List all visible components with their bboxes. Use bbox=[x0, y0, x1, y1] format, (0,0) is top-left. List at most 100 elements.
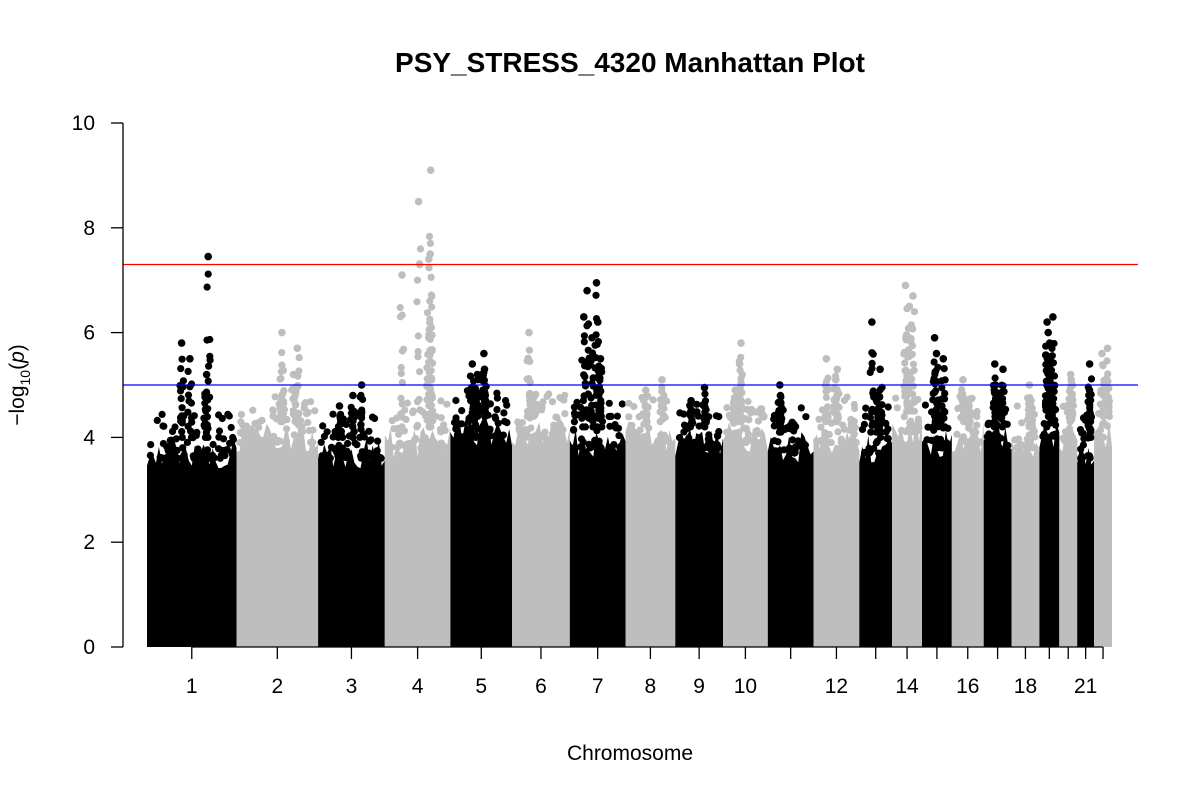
snp-point bbox=[643, 410, 651, 418]
snp-point bbox=[188, 380, 196, 388]
y-tick-label: 8 bbox=[83, 217, 95, 240]
peak-snp-point bbox=[822, 355, 831, 363]
snp-point bbox=[649, 396, 657, 404]
snp-point bbox=[471, 384, 480, 393]
chromosome-4-points bbox=[384, 166, 451, 647]
peak-snp-point bbox=[930, 334, 939, 342]
peak-snp-point bbox=[905, 302, 914, 311]
snp-point bbox=[184, 367, 192, 375]
peak-snp-point bbox=[592, 279, 601, 287]
snp-point bbox=[868, 359, 876, 367]
y-tick-label: 2 bbox=[83, 531, 95, 554]
snp-point bbox=[307, 438, 315, 446]
snp-point bbox=[866, 413, 875, 422]
snp-point bbox=[914, 415, 922, 423]
snp-point bbox=[597, 396, 605, 404]
snp-point bbox=[644, 392, 652, 400]
x-tick-label: 5 bbox=[475, 675, 487, 698]
peak-snp-point bbox=[1049, 313, 1057, 321]
snp-point bbox=[459, 433, 467, 441]
snp-point bbox=[271, 393, 279, 401]
snp-point bbox=[579, 423, 587, 431]
snp-point bbox=[189, 452, 197, 460]
snp-point bbox=[227, 423, 235, 432]
snp-point bbox=[414, 353, 422, 361]
snp-point bbox=[723, 438, 731, 446]
snp-point bbox=[613, 412, 622, 420]
snp-point bbox=[1044, 370, 1052, 378]
snp-point bbox=[1098, 386, 1106, 394]
snp-point bbox=[276, 375, 284, 383]
snp-point bbox=[179, 444, 187, 452]
snp-point bbox=[330, 445, 338, 453]
snp-point bbox=[580, 392, 588, 400]
snp-point bbox=[596, 374, 604, 382]
snp-point bbox=[869, 350, 877, 358]
snp-point bbox=[413, 276, 422, 284]
snp-point bbox=[396, 304, 404, 312]
snp-point bbox=[909, 360, 918, 368]
snp-point bbox=[538, 431, 546, 439]
snp-point bbox=[991, 400, 999, 408]
snp-point bbox=[1061, 428, 1070, 436]
snp-point bbox=[740, 424, 748, 432]
peak-snp-point bbox=[480, 365, 489, 374]
chromosome-17-points bbox=[983, 360, 1012, 647]
snp-point bbox=[153, 416, 161, 424]
snp-point bbox=[289, 407, 297, 415]
peak-snp-point bbox=[1044, 328, 1052, 337]
peak-snp-point bbox=[1045, 339, 1054, 347]
snp-point bbox=[615, 432, 623, 440]
peak-snp-point bbox=[204, 252, 212, 261]
chromosome-14-snp-band bbox=[892, 418, 922, 647]
snp-point bbox=[426, 348, 434, 356]
snp-point bbox=[1045, 401, 1053, 410]
snp-point bbox=[840, 396, 849, 405]
chromosome-2-snp-band bbox=[236, 423, 319, 647]
snp-point bbox=[229, 452, 237, 460]
peak-snp-point bbox=[202, 370, 211, 379]
snp-point bbox=[398, 413, 406, 421]
snp-point bbox=[984, 421, 992, 429]
snp-point bbox=[426, 442, 434, 450]
snp-point bbox=[343, 447, 351, 455]
x-tick-label: 9 bbox=[693, 675, 705, 698]
x-tick-label: 10 bbox=[734, 675, 757, 698]
snp-point bbox=[993, 391, 1001, 399]
snp-point bbox=[538, 403, 546, 411]
chromosome-6-points bbox=[512, 328, 570, 647]
peak-snp-point bbox=[278, 328, 286, 337]
snp-point bbox=[580, 371, 588, 379]
peak-snp-point bbox=[909, 292, 917, 300]
snp-point bbox=[482, 382, 490, 391]
snp-point bbox=[607, 443, 616, 451]
snp-point bbox=[215, 411, 223, 419]
snp-point bbox=[685, 434, 693, 442]
snp-point bbox=[412, 434, 420, 443]
snp-point bbox=[279, 397, 288, 405]
chromosome-19-snp-band bbox=[1039, 421, 1060, 647]
snp-point bbox=[991, 443, 999, 452]
chromosome-15-points bbox=[921, 334, 952, 647]
peak-snp-point bbox=[991, 360, 999, 368]
snp-point bbox=[578, 356, 586, 364]
snp-point bbox=[866, 447, 875, 455]
snp-point bbox=[903, 372, 911, 380]
snp-point bbox=[830, 403, 838, 411]
chromosome-10-snp-band bbox=[723, 422, 768, 647]
snp-point bbox=[242, 425, 250, 433]
snp-point bbox=[176, 414, 185, 422]
chromosome-11-points bbox=[767, 381, 814, 647]
snp-point bbox=[834, 428, 842, 436]
snp-point bbox=[269, 412, 277, 420]
snp-point bbox=[173, 446, 181, 454]
snp-point bbox=[991, 408, 999, 416]
snp-point bbox=[454, 431, 462, 439]
peak-snp-point bbox=[959, 376, 967, 384]
peak-snp-point bbox=[425, 255, 433, 263]
snp-point bbox=[277, 368, 285, 376]
snp-point bbox=[210, 454, 218, 462]
snp-point bbox=[754, 439, 762, 447]
